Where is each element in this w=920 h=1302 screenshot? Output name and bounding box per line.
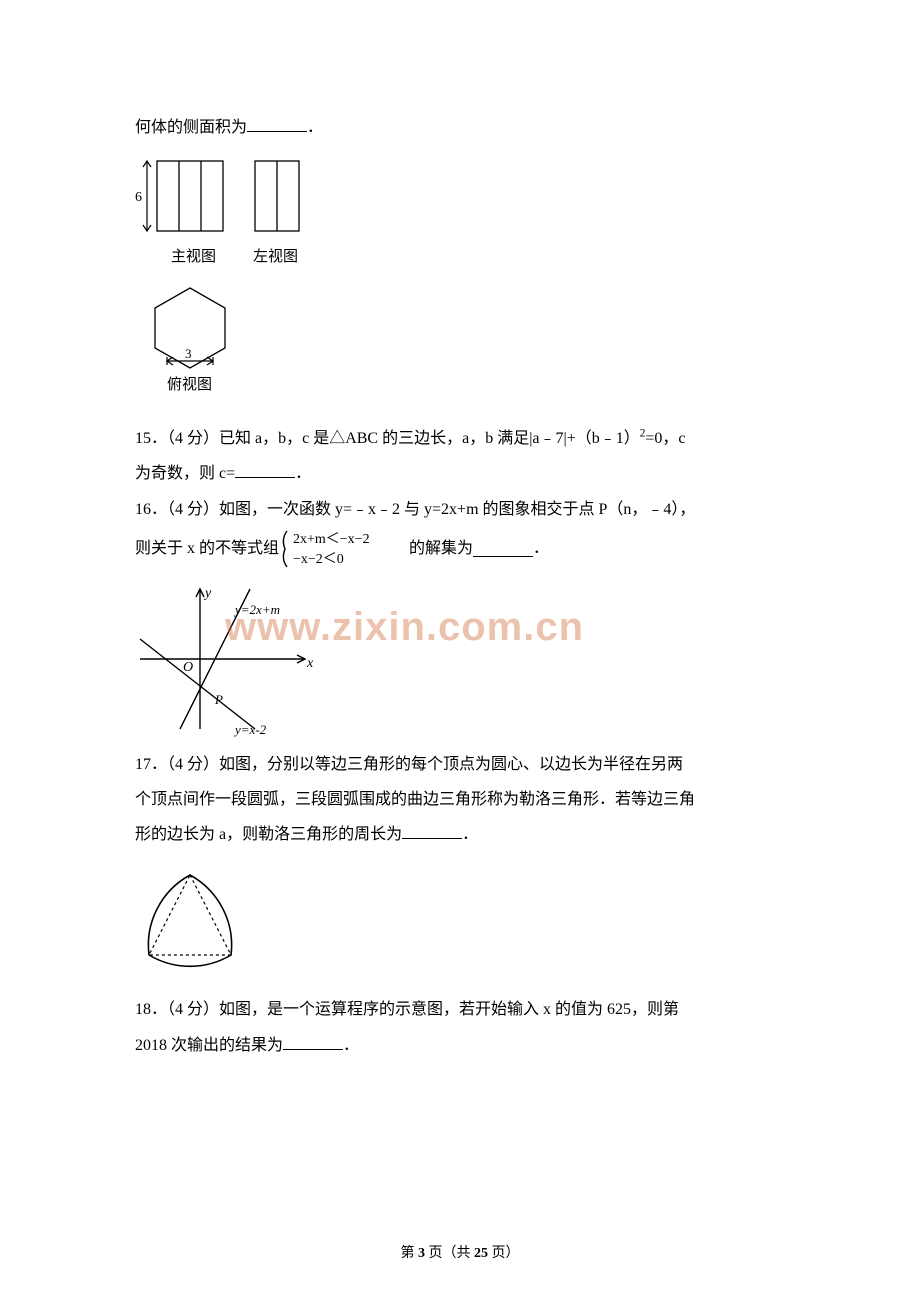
q15-blank [235,461,295,478]
q15-line2-prefix: 为奇数，则 c= [135,465,235,482]
q14-figure: 6 主视图 左视图 3 [135,153,785,413]
q16-blank [473,540,533,557]
q16-line2: 则关于 x 的不等式组 2x+m＜−x−2 −x−2＜0 的解集为 ． [135,527,785,571]
q15-after-exp: =0，c [645,430,685,447]
side-view-group: 左视图 [253,161,299,265]
q15-line2: 为奇数，则 c= ． [135,456,785,491]
q17-line2: 个顶点间作一段圆弧，三段圆弧围成的曲边三角形称为勒洛三角形．若等边三角 [135,782,785,817]
footer-prefix: 第 [401,1246,419,1261]
line1-label: y=2x+m [233,602,280,617]
ineq-top: 2x+m＜−x−2 [293,532,370,547]
q16-line2-suffix: 的解集为 [409,531,473,566]
q14-fragment-line: 何体的侧面积为 ． [135,110,785,145]
q16-line1: 16．（4 分）如图，一次函数 y=﹣x﹣2 与 y=2x+m 的图象相交于点 … [135,492,785,527]
q17-line2-text: 个顶点间作一段圆弧，三段圆弧围成的曲边三角形称为勒洛三角形．若等边三角 [135,791,695,808]
front-view-group: 6 主视图 [135,161,223,265]
q17-period: ． [462,826,478,843]
x-axis-label: x [306,656,314,671]
q17-line3: 形的边长为 a，则勒洛三角形的周长为 ． [135,817,785,852]
width-label: 3 [185,346,192,361]
q17-line1-text: 17．（4 分）如图，分别以等边三角形的每个顶点为圆心、以边长为半径在另两 [135,756,683,773]
q15-line1: 15．（4 分）已知 a，b，c 是△ABC 的三边长，a，b 满足|a﹣7|+… [135,421,785,456]
height-label: 6 [135,190,142,205]
q18-line2: 2018 次输出的结果为 ． [135,1028,785,1063]
q16-period: ． [533,531,549,566]
q17-line1: 17．（4 分）如图，分别以等边三角形的每个顶点为圆心、以边长为半径在另两 [135,747,785,782]
footer-page: 3 [418,1246,425,1261]
q17-figure [135,867,785,977]
side-view-label: 左视图 [253,248,298,265]
q18-line2-prefix: 2018 次输出的结果为 [135,1037,283,1054]
q18-blank [283,1033,343,1050]
footer-total: 25 [474,1246,488,1261]
footer-suffix: 页） [488,1246,520,1261]
q14-period: ． [307,119,323,136]
q14-blank [247,115,307,132]
footer-middle: 页（共 [425,1246,474,1261]
q16-line2-prefix: 则关于 x 的不等式组 [135,531,279,566]
top-view-label: 俯视图 [167,376,212,393]
q17-blank [402,822,462,839]
origin-label: O [183,660,193,675]
point-p-label: P [214,692,223,707]
q18-line1-text: 18．（4 分）如图，是一个运算程序的示意图，若开始输入 x 的值为 625，则… [135,1001,679,1018]
q16-line1-text: 16．（4 分）如图，一次函数 y=﹣x﹣2 与 y=2x+m 的图象相交于点 … [135,501,695,518]
page-footer: 第 3 页（共 25 页） [0,1242,920,1262]
q15-period: ． [295,465,311,482]
q18-period: ． [343,1037,359,1054]
q15-prefix: 15．（4 分）已知 a，b，c 是△ABC 的三边长，a，b 满足|a﹣7|+… [135,430,640,447]
q16-inequality-system: 2x+m＜−x−2 −x−2＜0 [279,527,409,571]
front-view-label: 主视图 [171,248,216,265]
q16-graph: y x O y=2x+m y=x-2 P [135,579,785,739]
line2-label: y=x-2 [233,722,267,737]
q18-line1: 18．（4 分）如图，是一个运算程序的示意图，若开始输入 x 的值为 625，则… [135,992,785,1027]
top-view-group: 3 俯视图 [155,288,225,393]
ineq-bot: −x−2＜0 [293,552,344,567]
q17-line3-prefix: 形的边长为 a，则勒洛三角形的周长为 [135,826,402,843]
q14-text: 何体的侧面积为 [135,119,247,136]
y-axis-label: y [203,586,212,601]
